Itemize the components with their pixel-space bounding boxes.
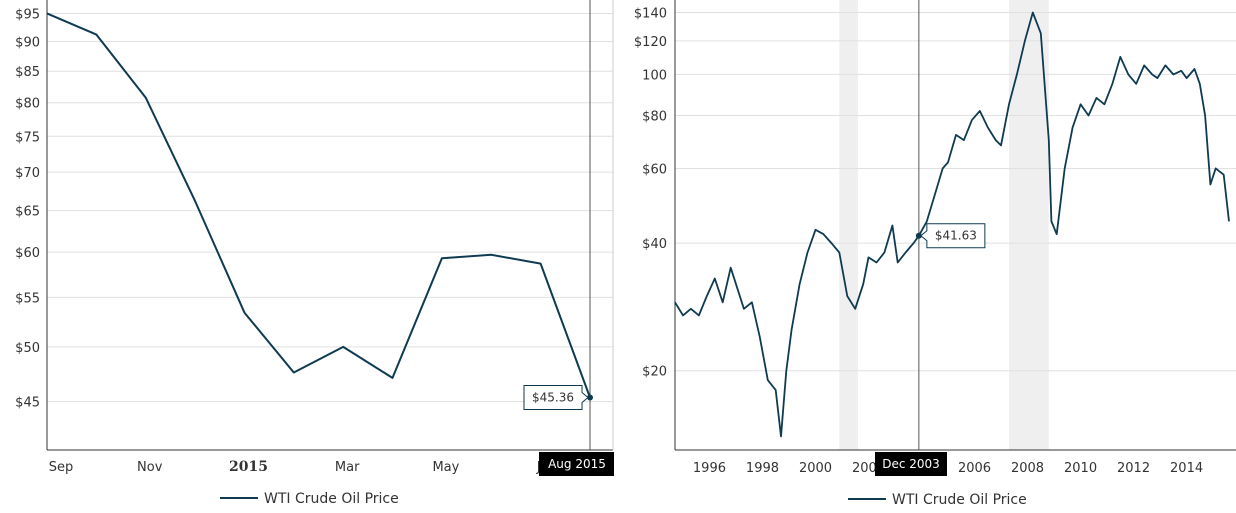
right-shaded-period	[1008, 0, 1049, 450]
chart-left: $95 $90 $85 $80 $75 $70 $65 $60 $55 $50 $45 Sep Nov…	[15, 0, 614, 507]
right-legend[interactable]: WTI Crude Oil Price	[848, 492, 1027, 508]
left-y-tick-label: $70	[15, 166, 40, 181]
right-tooltip: $41.63	[920, 223, 986, 249]
left-y-tick-label: $45	[15, 396, 40, 411]
left-crosshair-label: Aug 2015	[539, 452, 614, 476]
right-series-points	[674, 12, 1230, 437]
right-shaded-periods	[839, 0, 1049, 450]
right-y-tick-label: $140	[634, 6, 667, 21]
left-tooltip-value: $45.36	[532, 390, 574, 404]
left-gridlines	[47, 12, 613, 403]
left-y-tick-label: $60	[15, 246, 40, 261]
right-x-axis-labels: 1996199820002002200420062008201020122014	[693, 461, 1203, 476]
right-x-tick-label: 2014	[1170, 461, 1203, 476]
left-y-tick-label: $65	[15, 205, 40, 220]
left-y-tick-label: $90	[15, 36, 40, 51]
right-legend-label[interactable]: WTI Crude Oil Price	[892, 492, 1027, 508]
left-y-tick-label: $55	[15, 291, 40, 306]
left-x-tick-label: May	[432, 460, 459, 475]
right-x-tick-label: 1998	[746, 461, 779, 476]
left-y-axis-labels: $95 $90 $85 $80 $75 $70 $65 $60 $55 $50 $45	[15, 7, 40, 410]
right-y-tick-label: $40	[642, 237, 667, 252]
right-x-tick-label: 2010	[1064, 461, 1097, 476]
right-tooltip-box	[920, 223, 986, 249]
right-x-tick-label: 2008	[1011, 461, 1044, 476]
right-y-tick-label: 100	[642, 68, 667, 83]
right-data-point[interactable]	[915, 232, 922, 239]
left-crosshair-label-bg	[539, 452, 614, 476]
left-x-tick-label: Nov	[137, 460, 163, 475]
right-x-tick-label: 2006	[958, 461, 991, 476]
right-y-axis-labels: $140 $120 100 $80 $60 $40 $20	[634, 6, 667, 379]
left-x-tick-label: 2015	[229, 459, 268, 475]
left-x-tick-label: Mar	[335, 460, 360, 475]
left-legend[interactable]: WTI Crude Oil Price	[220, 491, 399, 507]
right-series-line[interactable]	[674, 11, 1230, 438]
left-data-point[interactable]	[587, 394, 593, 401]
left-tooltip: $45.36	[523, 384, 589, 410]
right-x-tick-label: 2012	[1117, 461, 1150, 476]
right-x-tick-label: 2000	[799, 461, 832, 476]
right-crosshair-label-bg	[875, 452, 947, 476]
right-gridlines	[675, 11, 1236, 372]
right-y-tick-label: $120	[634, 35, 667, 50]
right-y-tick-label: $60	[642, 162, 667, 177]
left-tooltip-box	[523, 384, 589, 410]
left-crosshair-label-text: Aug 2015	[548, 457, 606, 471]
left-y-tick-label: $95	[15, 7, 40, 22]
left-y-tick-label: $85	[15, 65, 40, 80]
left-y-tick-label: $75	[15, 130, 40, 145]
left-series-line[interactable]	[46, 12, 591, 398]
left-legend-label[interactable]: WTI Crude Oil Price	[264, 491, 399, 507]
left-y-tick-label: $50	[15, 341, 40, 356]
right-crosshair-label: Dec 2003	[875, 452, 947, 476]
left-series-points	[46, 13, 593, 401]
right-crosshair-label-text: Dec 2003	[882, 457, 940, 471]
right-tooltip-value: $41.63	[935, 229, 977, 243]
left-x-axis-labels: SepNov2015MarMayJul	[49, 459, 553, 475]
left-x-tick-label: Sep	[49, 460, 74, 475]
left-y-tick-label: $80	[15, 97, 40, 112]
right-y-tick-label: $80	[642, 109, 667, 124]
right-x-tick-label: 1996	[693, 461, 726, 476]
right-shaded-period	[839, 0, 858, 450]
right-y-tick-label: $20	[642, 365, 667, 380]
